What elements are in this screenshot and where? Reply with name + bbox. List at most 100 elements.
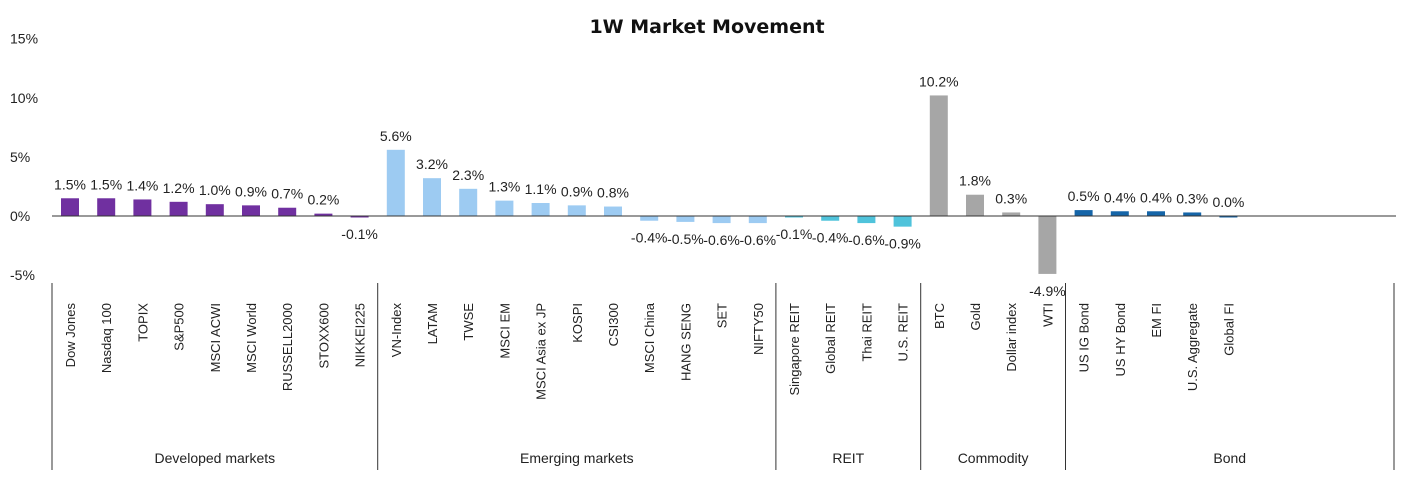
data-label: -0.6% <box>848 232 885 248</box>
bar <box>893 216 912 227</box>
data-label: 0.0% <box>1212 194 1244 210</box>
category-label: VN-Index <box>389 303 404 358</box>
bar <box>495 200 514 216</box>
data-label: 0.3% <box>1176 190 1208 206</box>
data-label: 1.4% <box>126 177 158 193</box>
y-tick-label: 5% <box>10 149 30 165</box>
category-label: NIKKEI225 <box>353 303 368 367</box>
bar <box>1183 212 1202 216</box>
bar <box>278 207 297 216</box>
data-label: -0.4% <box>631 230 668 246</box>
bar <box>61 198 79 216</box>
category-label: MSCI World <box>244 303 259 373</box>
y-tick-label: -5% <box>10 267 35 283</box>
category-label: Thai REIT <box>859 303 874 362</box>
data-label: 1.0% <box>199 182 231 198</box>
category-label: CSI300 <box>606 303 621 346</box>
bar <box>531 202 550 216</box>
category-label: Gold <box>968 303 983 330</box>
category-label: Nasdaq 100 <box>99 303 114 373</box>
data-label: -0.6% <box>703 232 740 248</box>
data-label: 1.1% <box>525 181 557 197</box>
bar <box>386 149 405 216</box>
y-tick-label: 15% <box>10 31 38 47</box>
data-label: 0.3% <box>995 190 1027 206</box>
bar <box>350 216 369 218</box>
category-label: U.S. Aggregate <box>1185 303 1200 391</box>
data-label: -0.1% <box>341 226 378 242</box>
category-label: U.S. REIT <box>896 303 911 362</box>
category-label: LATAM <box>425 303 440 344</box>
data-label: 2.3% <box>452 167 484 183</box>
bar <box>857 216 876 224</box>
data-label: 1.5% <box>90 176 122 192</box>
data-label: -0.9% <box>884 236 921 252</box>
data-label: 5.6% <box>380 128 412 144</box>
category-label: RUSSELL2000 <box>280 303 295 391</box>
group-label: Commodity <box>958 450 1029 466</box>
bar <box>712 216 731 224</box>
bar <box>785 216 803 218</box>
category-label: Singapore REIT <box>787 303 802 396</box>
category-label: Dow Jones <box>63 303 78 368</box>
bar <box>966 194 984 216</box>
bar <box>205 204 224 216</box>
data-label: 1.3% <box>488 179 520 195</box>
data-label: 1.8% <box>959 173 991 189</box>
data-label: 0.4% <box>1104 189 1136 205</box>
bar <box>133 199 152 216</box>
bar <box>314 213 333 216</box>
bar <box>676 216 695 222</box>
bar <box>423 178 441 216</box>
data-label: -0.4% <box>812 230 849 246</box>
bar <box>1219 216 1238 218</box>
category-label: Global FI <box>1221 303 1236 356</box>
category-label: MSCI Asia ex JP <box>534 303 549 400</box>
bar <box>1038 216 1057 274</box>
data-label: -4.9% <box>1029 283 1066 299</box>
group-label: REIT <box>832 450 864 466</box>
category-label: MSCI China <box>642 302 657 373</box>
category-label: STOXX600 <box>316 303 331 369</box>
bar <box>929 95 948 216</box>
category-label: US HY Bond <box>1113 303 1128 376</box>
category-label: S&P500 <box>172 303 187 351</box>
bar <box>821 216 840 221</box>
group-label: Developed markets <box>155 450 276 466</box>
category-label: NIFTY50 <box>751 303 766 355</box>
data-label: 0.9% <box>561 183 593 199</box>
bar <box>604 206 622 216</box>
bar <box>242 205 260 216</box>
data-label: 3.2% <box>416 156 448 172</box>
bar <box>640 216 659 221</box>
category-label: Dollar index <box>1004 303 1019 372</box>
category-label: HANG SENG <box>678 303 693 381</box>
data-label: 1.5% <box>54 176 86 192</box>
category-label: WTI <box>1040 303 1055 327</box>
group-label: Bond <box>1213 450 1246 466</box>
bar <box>169 201 188 216</box>
data-label: -0.6% <box>740 232 777 248</box>
category-label: EM FI <box>1149 303 1164 338</box>
bar <box>97 198 116 216</box>
category-label: KOSPI <box>570 303 585 343</box>
data-label: 10.2% <box>919 73 959 89</box>
data-label: 1.2% <box>163 180 195 196</box>
y-tick-label: 10% <box>10 90 38 106</box>
group-label: Emerging markets <box>520 450 634 466</box>
category-label: TWSE <box>461 303 476 341</box>
data-label: -0.1% <box>776 226 813 242</box>
chart-title: 1W Market Movement <box>589 16 825 38</box>
bar <box>1074 210 1093 216</box>
category-label: BTC <box>932 303 947 329</box>
y-tick-label: 0% <box>10 208 30 224</box>
category-label: US IG Bond <box>1077 303 1092 372</box>
data-label: -0.5% <box>667 231 704 247</box>
category-label: MSCI ACWI <box>208 303 223 372</box>
bar <box>1110 211 1129 216</box>
bar <box>567 205 586 216</box>
bar <box>459 188 478 216</box>
category-label: TOPIX <box>135 303 150 342</box>
data-label: 0.5% <box>1068 188 1100 204</box>
